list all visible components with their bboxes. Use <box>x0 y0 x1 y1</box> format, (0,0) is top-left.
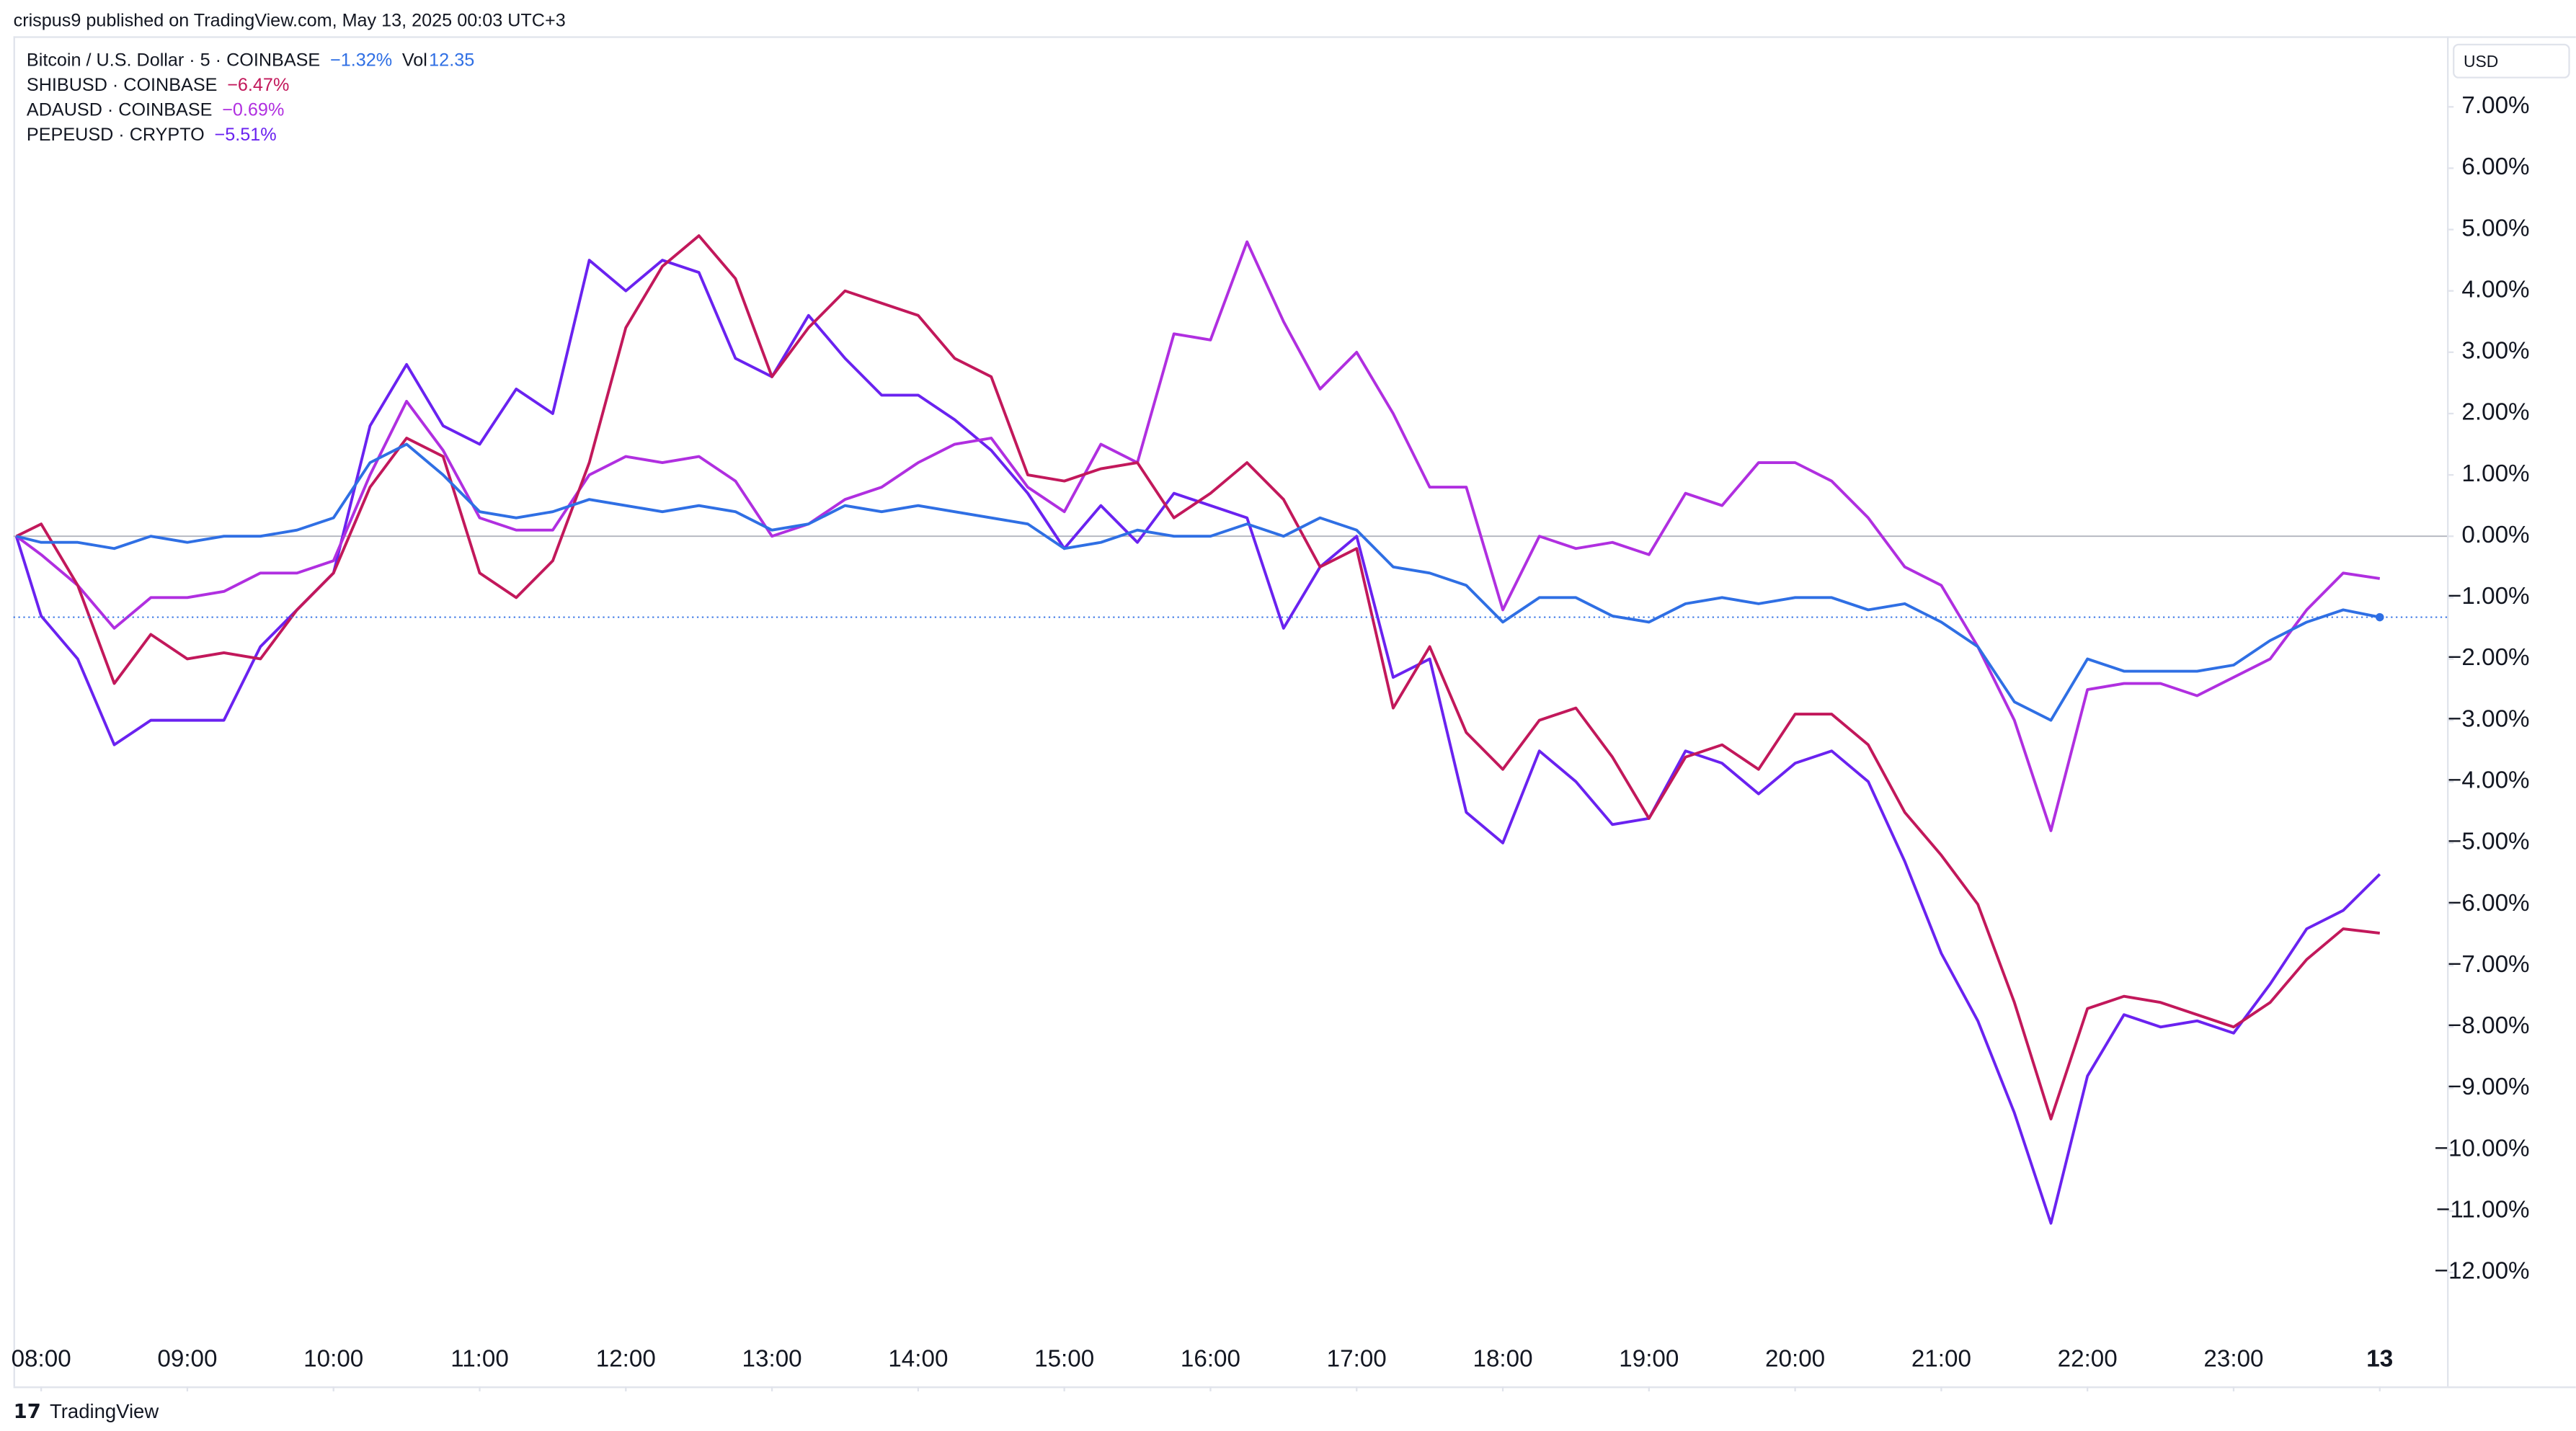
y-tick-label: −11.00% <box>2436 1196 2530 1223</box>
y-tick-label: −5.00% <box>2448 829 2530 855</box>
y-tick-label: −9.00% <box>2448 1074 2530 1100</box>
x-tick-label: 14:00 <box>888 1345 948 1372</box>
legend-change: −0.69% <box>222 99 284 120</box>
legend: Bitcoin / U.S. Dollar · 5 · COINBASE −1.3… <box>27 50 474 144</box>
y-tick-label: −12.00% <box>2435 1258 2530 1285</box>
x-tick-label: 13:00 <box>742 1345 802 1372</box>
plot: 7.00% 6.00% 5.00% 4.00% 3.00% 2.00% 1.00% 0.00%… <box>12 92 2530 1392</box>
y-tick-label: 1.00% <box>2461 460 2529 487</box>
y-tick-label: 6.00% <box>2461 153 2529 180</box>
y-tick-label: 7.00% <box>2461 92 2529 119</box>
x-tick-label: 17:00 <box>1327 1345 1387 1372</box>
y-tick-label: 5.00% <box>2461 215 2529 241</box>
y-tick-label: 2.00% <box>2461 399 2529 426</box>
legend-entry: Bitcoin / U.S. Dollar · 5 · COINBASE −1.3… <box>27 50 474 70</box>
logo: 𝟭𝟳 TradingView <box>14 1400 159 1422</box>
logo-mark: 𝟭𝟳 <box>14 1400 41 1422</box>
legend-name: SHIBUSD · COINBASE <box>27 75 218 95</box>
x-tick-label: 15:00 <box>1034 1345 1094 1372</box>
legend-change: −1.32% <box>330 50 392 70</box>
x-tick-label: 18:00 <box>1473 1345 1532 1372</box>
x-tick-label: 13 <box>2366 1345 2393 1372</box>
x-tick-label: 23:00 <box>2203 1345 2263 1372</box>
legend-volume: 12.35 <box>429 50 474 70</box>
x-tick-label: 21:00 <box>1911 1345 1971 1372</box>
y-tick-label: −4.00% <box>2448 767 2530 794</box>
legend-change: −6.47% <box>227 75 289 95</box>
legend-change: −5.51% <box>214 124 276 144</box>
y-tick-label: 4.00% <box>2461 276 2529 303</box>
y-tick-label: 3.00% <box>2461 338 2529 365</box>
logo-text: TradingView <box>50 1400 159 1422</box>
y-tick-label: 0.00% <box>2461 522 2529 548</box>
x-tick-label: 20:00 <box>1765 1345 1825 1372</box>
x-tick-label: 11:00 <box>450 1345 509 1372</box>
legend-entry: ADAUSD · COINBASE −0.69% <box>27 99 284 120</box>
y-tick-label: −7.00% <box>2448 951 2530 978</box>
y-tick-label: −10.00% <box>2435 1135 2530 1162</box>
legend-volume-label: Vol <box>402 50 427 70</box>
x-tick-label: 10:00 <box>303 1345 363 1372</box>
y-tick-label: −3.00% <box>2448 705 2530 732</box>
legend-name: Bitcoin / U.S. Dollar · 5 · COINBASE <box>27 50 320 70</box>
last-point <box>2376 612 2384 622</box>
series-line <box>14 259 2381 1225</box>
legend-entry: SHIBUSD · COINBASE −6.47% <box>27 75 289 95</box>
x-tick-label: 19:00 <box>1619 1345 1679 1372</box>
legend-name: ADAUSD · COINBASE <box>27 99 213 120</box>
x-tick-label: 09:00 <box>157 1345 217 1372</box>
x-tick-label: 08:00 <box>12 1345 71 1372</box>
y-tick-label: −1.00% <box>2448 583 2530 610</box>
y-tick-label: −6.00% <box>2448 890 2530 917</box>
legend-entry: PEPEUSD · CRYPTO −5.51% <box>27 124 277 144</box>
header: crispus9 published on TradingView.com, M… <box>14 10 566 30</box>
x-tick-label: 16:00 <box>1181 1345 1240 1372</box>
legend-name: PEPEUSD · CRYPTO <box>27 124 205 144</box>
y-tick-label: −8.00% <box>2448 1012 2530 1039</box>
series-line <box>15 240 2381 832</box>
x-tick-label: 22:00 <box>2058 1345 2118 1372</box>
currency[interactable]: USD <box>2464 52 2498 71</box>
x-tick-label: 12:00 <box>596 1345 656 1372</box>
currency-box[interactable] <box>2453 43 2570 79</box>
y-tick-label: −2.00% <box>2448 644 2530 671</box>
series-line <box>16 442 2381 722</box>
